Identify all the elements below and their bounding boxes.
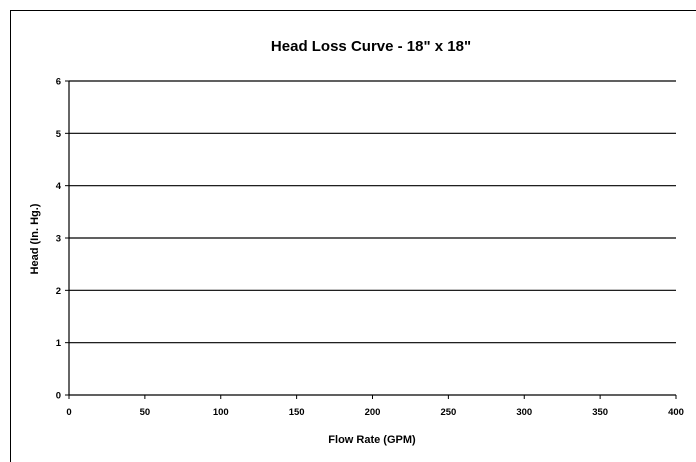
y-tick-label: 5 [56, 129, 62, 140]
x-axis-label: Flow Rate (GPM) [328, 434, 416, 446]
y-tick-label: 0 [56, 391, 61, 402]
ticks: 0 1 2 3 4 5 6 0 50 100 150 200 250 300 350 400 [56, 77, 684, 419]
y-axis-label: Head (In. Hg.) [29, 203, 41, 274]
x-tick-label: 400 [668, 407, 684, 418]
x-tick-label: 300 [516, 407, 532, 418]
x-tick-label: 100 [213, 407, 229, 418]
chart-frame [10, 10, 696, 462]
y-tick-label: 6 [56, 77, 61, 88]
x-tick-label: 150 [289, 407, 305, 418]
y-tick-label: 1 [56, 338, 62, 349]
x-tick-label: 250 [440, 407, 456, 418]
y-tick-label: 4 [56, 181, 62, 192]
y-tick-label: 2 [56, 286, 61, 297]
chart-title: Head Loss Curve - 18" x 18" [271, 38, 471, 55]
gridlines [69, 80, 676, 344]
x-tick-label: 200 [365, 407, 381, 418]
x-tick-label: 50 [140, 407, 151, 418]
x-tick-label: 350 [592, 407, 608, 418]
x-tick-label: 0 [66, 407, 71, 418]
y-tick-label: 3 [56, 234, 61, 245]
